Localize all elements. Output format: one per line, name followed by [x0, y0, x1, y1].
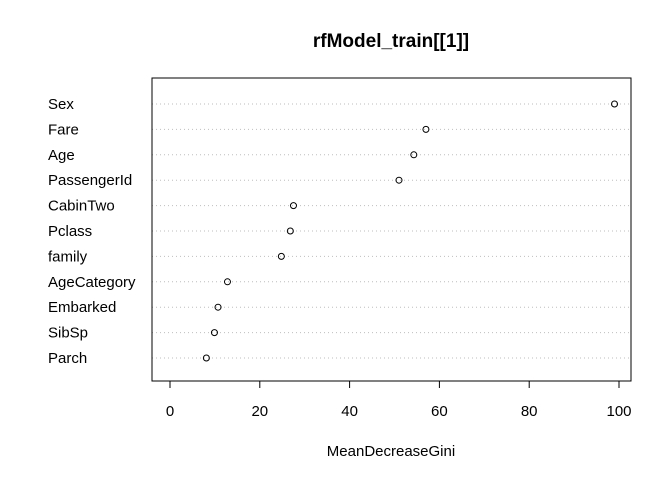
x-tick-label: 40: [341, 403, 358, 420]
data-point: [214, 303, 222, 311]
category-label: Pclass: [48, 223, 92, 240]
data-point: [202, 354, 210, 362]
data-point: [210, 329, 218, 337]
x-tick-label: 100: [606, 403, 631, 420]
chart-title: rfModel_train[[1]]: [313, 31, 469, 52]
category-label: Embarked: [48, 299, 116, 316]
category-labels: Sex Fare Age PassengerId CabinTwo Pclass famil…: [48, 96, 136, 367]
category-label: CabinTwo: [48, 198, 115, 215]
data-point: [422, 125, 430, 133]
category-label: Fare: [48, 121, 79, 138]
x-tick-label: 0: [166, 403, 174, 420]
category-label: Sex: [48, 96, 74, 113]
data-points: [202, 100, 619, 362]
x-tick-label: 60: [431, 403, 448, 420]
category-label: SibSp: [48, 325, 88, 342]
data-point: [286, 227, 294, 235]
category-label: family: [48, 248, 88, 265]
category-label: Age: [48, 147, 75, 164]
x-tick-label: 80: [521, 403, 538, 420]
data-point: [289, 202, 297, 210]
data-point: [223, 278, 231, 286]
data-point: [395, 176, 403, 184]
x-axis-label: MeanDecreaseGini: [327, 443, 455, 460]
data-point: [611, 100, 619, 108]
category-label: Parch: [48, 350, 87, 367]
x-tick-label: 20: [251, 403, 268, 420]
x-axis: 0 20 40 60 80 100: [166, 380, 632, 420]
category-label: AgeCategory: [48, 274, 136, 291]
data-point: [277, 252, 285, 260]
data-point: [410, 151, 418, 159]
category-label: PassengerId: [48, 172, 132, 189]
